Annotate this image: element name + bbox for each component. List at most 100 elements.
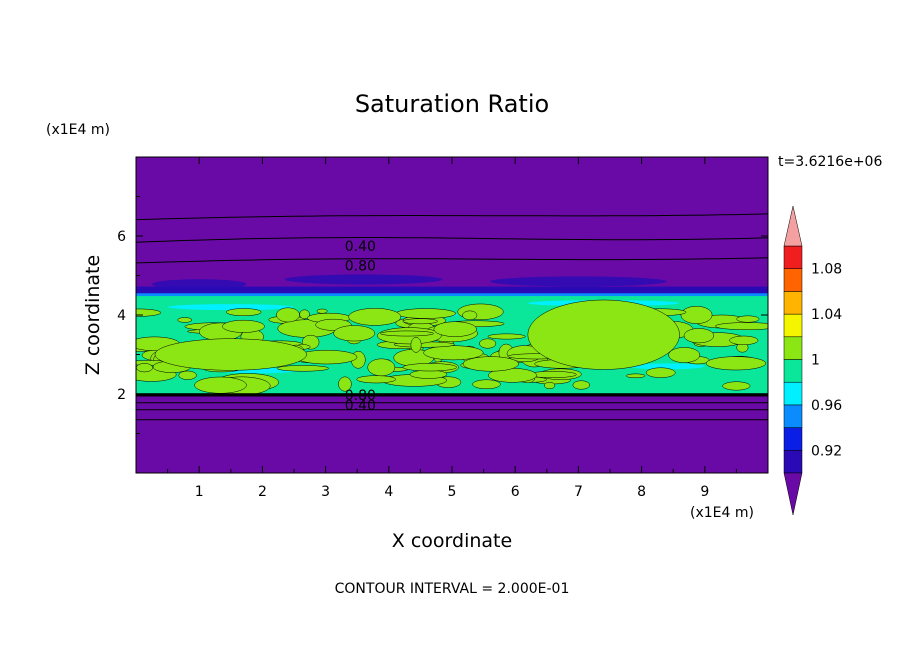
colorbar-label: 1.04 [811,307,842,323]
x-tick-label: 5 [448,484,457,500]
green-cell [715,322,768,331]
contour-label: 0.40 [345,398,376,414]
chart-title: Saturation Ratio [355,90,549,118]
x-tick-label: 7 [574,484,583,500]
colorbar-label: 1.08 [811,262,842,278]
green-cell [462,356,519,372]
green-cell [472,379,501,390]
green-cell [226,308,262,317]
x-tick-label: 4 [384,484,393,500]
cyan-streak [628,363,705,370]
y-unit-label: (x1E4 m) [46,122,110,138]
green-cell [544,381,556,390]
green-region [527,299,680,370]
green-cell [338,376,352,392]
x-tick-label: 8 [637,484,646,500]
colorbar-segment [783,313,803,338]
green-region [154,338,307,371]
green-cell [276,307,300,323]
colorbar-segment [783,427,803,451]
colorbar-over-arrow [783,205,803,247]
x-axis-ticks: 1 2 3 4 5 6 7 8 9 [167,157,737,500]
green-cell [683,328,715,344]
colorbar-segment [783,450,803,474]
green-cell [395,308,456,319]
green-cell [177,317,193,323]
colorbar-segment [783,359,803,383]
green-cell [668,347,701,363]
colorbar-segment [783,245,803,269]
colorbar: 0.92 0.96 1 1.04 1.08 [783,205,842,516]
green-cell [462,310,478,321]
contour-label: 0.80 [345,259,376,275]
colorbar-label: 0.92 [811,443,842,459]
contour-line [136,213,768,221]
green-cell [487,333,526,340]
green-cell [136,363,153,373]
green-cell [736,315,760,323]
green-cell [222,319,265,333]
contour-lines [136,213,768,421]
green-cell [402,318,438,325]
cloud-base-line [136,393,768,397]
green-cell [356,375,397,384]
x-unit-label: (x1E4 m) [690,505,754,521]
green-cell [479,338,497,349]
contour-labels: 0.400.800.800.40 [345,239,376,414]
y-axis-ticks: 2 4 6 [117,196,768,434]
y-tick-label: 4 [117,308,126,324]
green-cell [194,376,247,394]
green-cell [367,358,396,377]
colorbar-segment [783,381,803,406]
cyan-streak [167,304,294,311]
colorbar-under-arrow [783,472,803,516]
colorbar-label: 1 [811,353,820,369]
green-cell [423,345,484,361]
green-cell [276,365,330,372]
band-dark-blue [136,286,768,295]
green-cell [433,321,477,337]
saturation-field [136,274,768,397]
colorbar-segment [783,268,803,292]
green-cell [380,330,434,337]
green-cell [729,335,759,345]
green-cell [625,373,646,379]
x-axis-label: X coordinate [392,530,512,552]
green-cell [572,380,590,390]
green-cell [645,367,676,378]
green-cell [333,325,376,342]
green-cell [178,370,197,380]
contour-line [136,237,768,243]
x-tick-label: 1 [195,484,204,500]
green-cell [348,308,402,326]
colorbar-segment [783,291,803,315]
x-tick-label: 2 [258,484,267,500]
contour-label: 0.80 [345,388,376,404]
x-tick-label: 9 [700,484,709,500]
band-blue [136,293,768,298]
colorbar-label: 0.96 [811,398,842,414]
contour-label: 0.40 [345,239,376,255]
green-cell [410,337,422,353]
dark-wisp [284,274,443,285]
green-cell [705,356,767,371]
x-tick-label: 3 [321,484,330,500]
x-tick-label: 6 [511,484,520,500]
colorbar-segment [783,336,803,360]
y-tick-label: 6 [117,229,126,245]
contour-interval-note: CONTOUR INTERVAL = 2.000E-01 [335,581,570,597]
dark-wisp [489,276,667,287]
contour-line [136,257,768,264]
green-cell [409,369,448,379]
y-axis-label: Z coordinate [82,255,104,375]
green-cell [316,308,328,314]
colorbar-segment [783,404,803,428]
green-cell [402,363,458,372]
time-label: t=3.6216e+06 [778,154,882,170]
green-cell [722,381,751,391]
y-tick-label: 2 [117,387,126,403]
green-cell [680,306,713,324]
dark-wisp [151,279,247,290]
